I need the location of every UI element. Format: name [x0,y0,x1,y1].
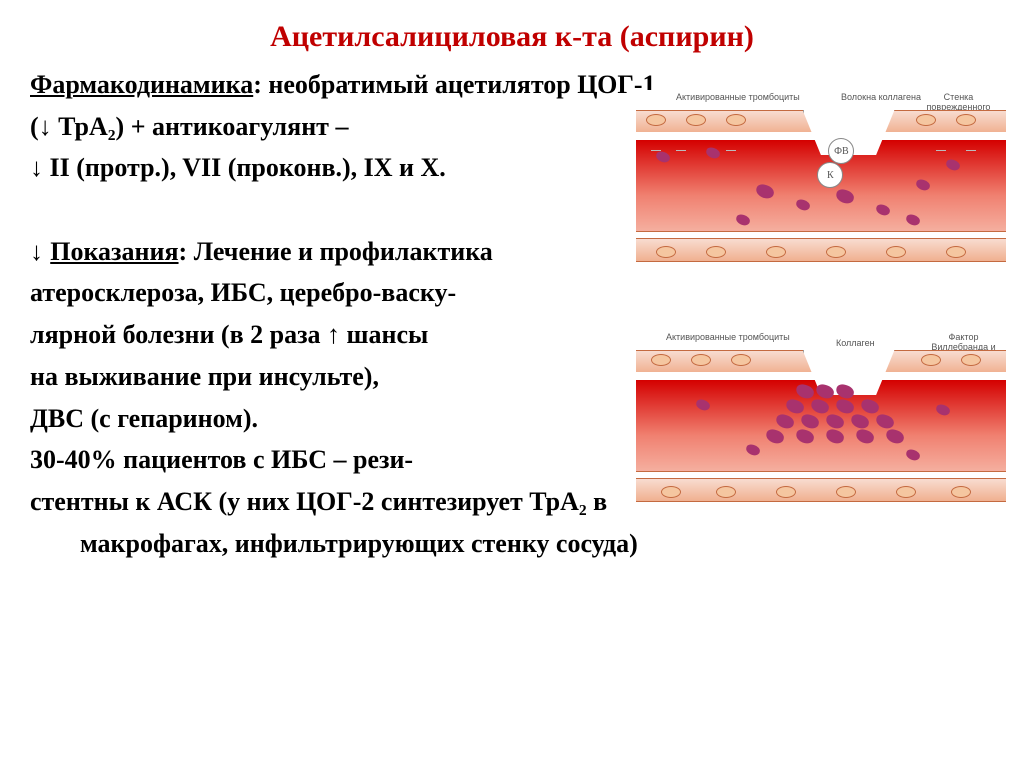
indications-label: Показания [50,237,178,266]
tissue-cell [836,486,856,498]
tissue-cell [886,246,906,258]
tissue-cell [716,486,736,498]
slide-title: Ацетилсалициловая к-та (аспирин) [30,20,994,54]
down-arrow-icon: ↓ [30,236,50,266]
tissue-cell [706,246,726,258]
line-4-rest: : Лечение и профилактика [179,237,493,266]
flow-dash [726,150,736,151]
tissue-cell [686,114,706,126]
tissue-cell [826,246,846,258]
fig2-label-activated: Активированные тромбоциты [666,332,790,342]
tissue-cell [691,354,711,366]
fig1-label-activated: Активированные тромбоциты [676,92,800,102]
tissue-cell [651,354,671,366]
vessel-diagram-1: Активированные тромбоциты Волокна коллаг… [636,90,1006,270]
tissue-cell [731,354,751,366]
tissue-cell [961,354,981,366]
fig1-label-collagen: Волокна коллагена [841,92,921,102]
pharmacodynamics-label: Фармакодинамика [30,70,253,99]
line-11: макрофагах, инфильтрирующих стенку сосуд… [30,525,994,563]
tissue-cell [766,246,786,258]
flow-dash [651,150,661,151]
tissue-cell [956,114,976,126]
flow-dash [936,150,946,151]
tissue-cell [946,246,966,258]
tissue-cell [646,114,666,126]
tissue-cell [896,486,916,498]
flow-dash [676,150,686,151]
vessel-diagram-2: Активированные тромбоциты Коллаген Факто… [636,330,1006,510]
tissue-cell [656,246,676,258]
tissue-cell [951,486,971,498]
tissue-cell [916,114,936,126]
fig2-label-collagen: Коллаген [836,338,875,348]
line-5: атеросклероза, ИБС, церебро-васку- [30,274,994,312]
tissue-cell [726,114,746,126]
tissue-cell [661,486,681,498]
line-1-rest: : необратимый ацетилятор ЦОГ-1 [253,70,655,99]
tissue-cell [776,486,796,498]
tissue-cell [921,354,941,366]
flow-dash [966,150,976,151]
